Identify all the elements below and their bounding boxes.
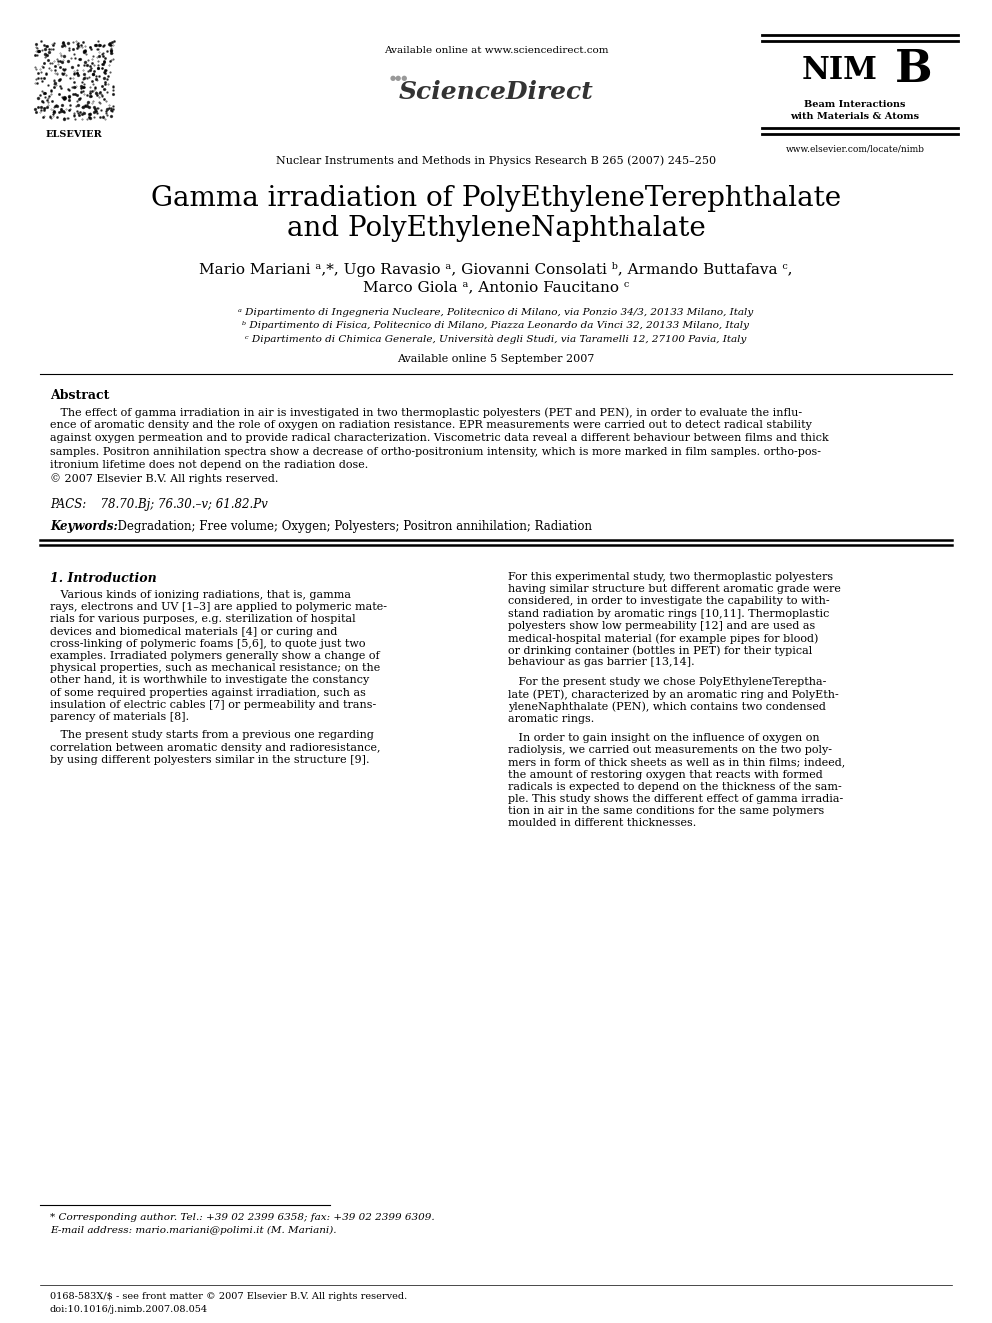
Text: of some required properties against irradiation, such as: of some required properties against irra…: [50, 688, 366, 697]
Text: Keywords:: Keywords:: [50, 520, 118, 533]
Text: ScienceDirect: ScienceDirect: [399, 79, 593, 105]
Text: by using different polyesters similar in the structure [9].: by using different polyesters similar in…: [50, 754, 369, 765]
Text: samples. Positron annihilation spectra show a decrease of ortho-positronium inte: samples. Positron annihilation spectra s…: [50, 447, 821, 456]
Text: For the present study we chose PolyEthyleneTereptha-: For the present study we chose PolyEthyl…: [508, 677, 826, 687]
Text: Beam Interactions: Beam Interactions: [805, 101, 906, 108]
Text: mers in form of thick sheets as well as in thin films; indeed,: mers in form of thick sheets as well as …: [508, 758, 845, 767]
Text: NIM: NIM: [803, 56, 878, 86]
Text: having similar structure but different aromatic grade were: having similar structure but different a…: [508, 585, 841, 594]
Text: stand radiation by aromatic rings [10,11]. Thermoplastic: stand radiation by aromatic rings [10,11…: [508, 609, 829, 619]
Text: Gamma irradiation of PolyEthyleneTerephthalate: Gamma irradiation of PolyEthyleneTerepht…: [151, 185, 841, 212]
Text: medical-hospital material (for example pipes for blood): medical-hospital material (for example p…: [508, 632, 818, 643]
Text: ᵃ Dipartimento di Ingegneria Nucleare, Politecnico di Milano, via Ponzio 34/3, 2: ᵃ Dipartimento di Ingegneria Nucleare, P…: [238, 308, 754, 318]
Text: B: B: [895, 48, 932, 91]
Text: devices and biomedical materials [4] or curing and: devices and biomedical materials [4] or …: [50, 627, 337, 636]
Text: ●●●: ●●●: [390, 75, 409, 81]
Text: correlation between aromatic density and radioresistance,: correlation between aromatic density and…: [50, 742, 381, 753]
Text: © 2007 Elsevier B.V. All rights reserved.: © 2007 Elsevier B.V. All rights reserved…: [50, 474, 279, 484]
Text: rays, electrons and UV [1–3] are applied to polymeric mate-: rays, electrons and UV [1–3] are applied…: [50, 602, 387, 613]
Text: aromatic rings.: aromatic rings.: [508, 713, 594, 724]
Text: tion in air in the same conditions for the same polymers: tion in air in the same conditions for t…: [508, 806, 824, 816]
Text: 0168-583X/$ - see front matter © 2007 Elsevier B.V. All rights reserved.: 0168-583X/$ - see front matter © 2007 El…: [50, 1293, 408, 1301]
Text: Various kinds of ionizing radiations, that is, gamma: Various kinds of ionizing radiations, th…: [50, 590, 351, 601]
Text: For this experimental study, two thermoplastic polyesters: For this experimental study, two thermop…: [508, 572, 833, 582]
Text: Marco Giola ᵃ, Antonio Faucitano ᶜ: Marco Giola ᵃ, Antonio Faucitano ᶜ: [363, 280, 629, 294]
Text: The present study starts from a previous one regarding: The present study starts from a previous…: [50, 730, 374, 741]
Text: polyesters show low permeability [12] and are used as: polyesters show low permeability [12] an…: [508, 620, 815, 631]
Text: yleneNaphthalate (PEN), which contains two condensed: yleneNaphthalate (PEN), which contains t…: [508, 701, 826, 712]
Text: Available online at www.sciencedirect.com: Available online at www.sciencedirect.co…: [384, 46, 608, 56]
Text: itronium lifetime does not depend on the radiation dose.: itronium lifetime does not depend on the…: [50, 460, 368, 470]
Text: The effect of gamma irradiation in air is investigated in two thermoplastic poly: The effect of gamma irradiation in air i…: [50, 407, 803, 418]
Text: the amount of restoring oxygen that reacts with formed: the amount of restoring oxygen that reac…: [508, 770, 822, 779]
Text: examples. Irradiated polymers generally show a change of: examples. Irradiated polymers generally …: [50, 651, 380, 662]
Text: * Corresponding author. Tel.: +39 02 2399 6358; fax: +39 02 2399 6309.: * Corresponding author. Tel.: +39 02 239…: [50, 1213, 434, 1222]
Text: ELSEVIER: ELSEVIER: [46, 130, 102, 139]
Text: insulation of electric cables [7] or permeability and trans-: insulation of electric cables [7] or per…: [50, 700, 376, 710]
Text: 1. Introduction: 1. Introduction: [50, 572, 157, 585]
Text: against oxygen permeation and to provide radical characterization. Viscometric d: against oxygen permeation and to provide…: [50, 434, 828, 443]
Text: parency of materials [8].: parency of materials [8].: [50, 712, 189, 722]
Text: considered, in order to investigate the capability to with-: considered, in order to investigate the …: [508, 597, 829, 606]
Text: rials for various purposes, e.g. sterilization of hospital: rials for various purposes, e.g. sterili…: [50, 614, 355, 624]
Text: Degradation; Free volume; Oxygen; Polyesters; Positron annihilation; Radiation: Degradation; Free volume; Oxygen; Polyes…: [110, 520, 592, 533]
Text: with Materials & Atoms: with Materials & Atoms: [791, 112, 920, 120]
Text: Abstract: Abstract: [50, 389, 109, 402]
Text: and PolyEthyleneNaphthalate: and PolyEthyleneNaphthalate: [287, 216, 705, 242]
Text: www.elsevier.com/locate/nimb: www.elsevier.com/locate/nimb: [786, 144, 925, 153]
Text: In order to gain insight on the influence of oxygen on: In order to gain insight on the influenc…: [508, 733, 819, 744]
Text: late (PET), characterized by an aromatic ring and PolyEth-: late (PET), characterized by an aromatic…: [508, 689, 839, 700]
Text: E-mail address: mario.mariani@polimi.it (M. Mariani).: E-mail address: mario.mariani@polimi.it …: [50, 1226, 336, 1236]
Text: doi:10.1016/j.nimb.2007.08.054: doi:10.1016/j.nimb.2007.08.054: [50, 1304, 208, 1314]
Text: Available online 5 September 2007: Available online 5 September 2007: [398, 355, 594, 364]
Text: ple. This study shows the different effect of gamma irradia-: ple. This study shows the different effe…: [508, 794, 843, 804]
Text: PACS:: PACS:: [50, 497, 86, 511]
Text: ᵇ Dipartimento di Fisica, Politecnico di Milano, Piazza Leonardo da Vinci 32, 20: ᵇ Dipartimento di Fisica, Politecnico di…: [242, 321, 750, 329]
Text: Mario Mariani ᵃ,*, Ugo Ravasio ᵃ, Giovanni Consolati ᵇ, Armando Buttafava ᶜ,: Mario Mariani ᵃ,*, Ugo Ravasio ᵃ, Giovan…: [199, 262, 793, 277]
Text: other hand, it is worthwhile to investigate the constancy: other hand, it is worthwhile to investig…: [50, 676, 369, 685]
Text: 78.70.Bj; 76.30.–v; 61.82.Pv: 78.70.Bj; 76.30.–v; 61.82.Pv: [93, 497, 268, 511]
Text: ence of aromatic density and the role of oxygen on radiation resistance. EPR mea: ence of aromatic density and the role of…: [50, 421, 811, 430]
Text: moulded in different thicknesses.: moulded in different thicknesses.: [508, 819, 696, 828]
Text: ᶜ Dipartimento di Chimica Generale, Università degli Studi, via Taramelli 12, 27: ᶜ Dipartimento di Chimica Generale, Univ…: [245, 333, 747, 344]
Text: Nuclear Instruments and Methods in Physics Research B 265 (2007) 245–250: Nuclear Instruments and Methods in Physi…: [276, 155, 716, 165]
Text: behaviour as gas barrier [13,14].: behaviour as gas barrier [13,14].: [508, 658, 694, 667]
Text: radicals is expected to depend on the thickness of the sam-: radicals is expected to depend on the th…: [508, 782, 842, 792]
Text: or drinking container (bottles in PET) for their typical: or drinking container (bottles in PET) f…: [508, 646, 812, 656]
Text: cross-linking of polymeric foams [5,6], to quote just two: cross-linking of polymeric foams [5,6], …: [50, 639, 365, 648]
Text: radiolysis, we carried out measurements on the two poly-: radiolysis, we carried out measurements …: [508, 745, 832, 755]
Text: physical properties, such as mechanical resistance; on the: physical properties, such as mechanical …: [50, 663, 380, 673]
